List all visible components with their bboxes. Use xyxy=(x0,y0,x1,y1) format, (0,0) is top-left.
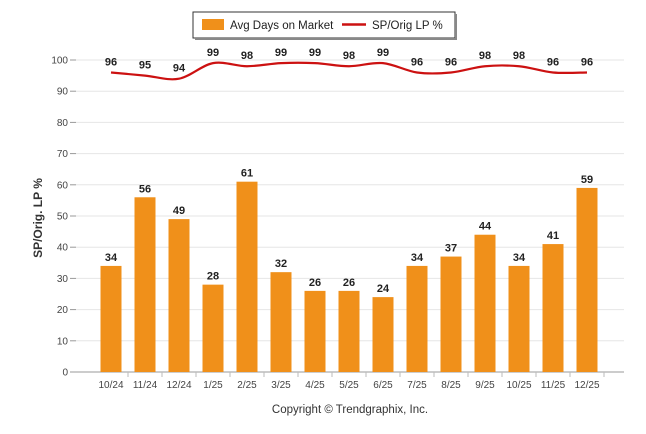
x-axis-ticks: 10/24 11/24 12/24 1/25 2/25 3/25 4/25 5/25 6/25 7… xyxy=(98,372,605,391)
bar-value-label: 26 xyxy=(309,277,321,289)
bar-value-label: 28 xyxy=(207,271,219,283)
legend-box xyxy=(192,11,456,39)
legend-shadow-bottom xyxy=(195,38,457,40)
bar-series xyxy=(100,181,598,372)
y-tick-label: 30 xyxy=(57,274,69,285)
bar xyxy=(576,187,598,372)
y-tick-label: 0 xyxy=(62,368,68,379)
y-tick-label: 60 xyxy=(57,180,69,191)
y-tick-label: 90 xyxy=(57,87,69,98)
bar-value-label: 34 xyxy=(105,252,118,264)
bar-value-label: 24 xyxy=(377,283,390,295)
legend-bar-swatch xyxy=(202,19,224,30)
bar xyxy=(372,297,394,372)
legend-shadow xyxy=(455,14,457,40)
x-tick-label: 11/25 xyxy=(541,380,566,391)
x-tick-label: 11/24 xyxy=(133,380,158,391)
line-value-label: 99 xyxy=(275,47,287,59)
bar-value-label: 61 xyxy=(241,168,253,180)
legend: Avg Days on Market SP/Orig LP % xyxy=(192,11,457,40)
bar xyxy=(338,290,360,372)
line-value-label: 96 xyxy=(445,56,457,68)
bar xyxy=(168,219,190,372)
bar xyxy=(134,197,156,372)
bar-data-labels: 34 56 49 28 61 32 26 26 24 34 37 44 34 41 59 xyxy=(105,168,593,295)
x-tick-label: 10/25 xyxy=(506,380,531,391)
line-value-label: 96 xyxy=(547,56,559,68)
x-tick-label: 9/25 xyxy=(475,380,495,391)
bar-value-label: 44 xyxy=(479,221,492,233)
legend-line-label: SP/Orig LP % xyxy=(372,20,443,32)
bar xyxy=(508,265,530,372)
x-tick-label: 8/25 xyxy=(441,380,461,391)
x-tick-label: 12/25 xyxy=(574,380,599,391)
x-tick-label: 6/25 xyxy=(373,380,393,391)
y-tick-label: 10 xyxy=(57,336,69,347)
bar xyxy=(406,265,428,372)
x-tick-label: 5/25 xyxy=(339,380,359,391)
bar xyxy=(100,265,122,372)
legend-bar-label: Avg Days on Market xyxy=(230,20,334,32)
bar-value-label: 41 xyxy=(547,230,559,242)
x-tick-label: 7/25 xyxy=(407,380,427,391)
bar xyxy=(236,181,258,372)
bar-value-label: 32 xyxy=(275,258,287,270)
grid xyxy=(70,59,624,373)
x-tick-label: 1/25 xyxy=(203,380,223,391)
x-tick-label: 10/24 xyxy=(98,380,123,391)
bar-value-label: 56 xyxy=(139,183,151,195)
bar xyxy=(304,290,326,372)
y-axis-ticks: 0 10 20 30 40 50 60 70 80 90 100 xyxy=(51,56,68,379)
y-axis-title: SP/Orig. LP % xyxy=(31,178,45,258)
line-value-label: 98 xyxy=(513,50,525,62)
bar-value-label: 49 xyxy=(173,205,185,217)
x-tick-label: 3/25 xyxy=(271,380,291,391)
line-series xyxy=(110,61,588,81)
bar xyxy=(202,284,224,372)
line-value-label: 94 xyxy=(173,63,186,75)
x-tick-label: 4/25 xyxy=(305,380,325,391)
bar-value-label: 34 xyxy=(411,252,424,264)
line-data-labels: 96 95 94 99 98 99 99 98 99 96 96 98 98 96 96 xyxy=(105,47,593,75)
line-value-label: 98 xyxy=(479,50,491,62)
copyright-caption: Copyright © Trendgraphix, Inc. xyxy=(272,404,428,416)
line-value-label: 99 xyxy=(377,47,389,59)
y-tick-label: 100 xyxy=(51,56,68,67)
y-tick-label: 70 xyxy=(57,149,69,160)
line-value-label: 98 xyxy=(241,50,253,62)
bar xyxy=(474,234,496,372)
line-value-label: 95 xyxy=(139,60,151,72)
line-value-label: 98 xyxy=(343,50,355,62)
line-value-label: 96 xyxy=(105,56,117,68)
y-tick-label: 80 xyxy=(57,118,69,129)
x-tick-label: 2/25 xyxy=(237,380,257,391)
bar-value-label: 37 xyxy=(445,243,457,255)
bar-value-label: 59 xyxy=(581,174,593,186)
y-tick-label: 40 xyxy=(57,243,69,254)
bar xyxy=(542,244,564,372)
bar xyxy=(440,256,462,372)
y-tick-label: 20 xyxy=(57,305,69,316)
line-value-label: 96 xyxy=(411,56,423,68)
line-value-label: 99 xyxy=(309,47,321,59)
y-tick-label: 50 xyxy=(57,212,69,223)
x-tick-label: 12/24 xyxy=(166,380,191,391)
line-value-label: 99 xyxy=(207,47,219,59)
bar-value-label: 26 xyxy=(343,277,355,289)
line-value-label: 96 xyxy=(581,56,593,68)
bar-value-label: 34 xyxy=(513,252,526,264)
bar xyxy=(270,272,292,372)
